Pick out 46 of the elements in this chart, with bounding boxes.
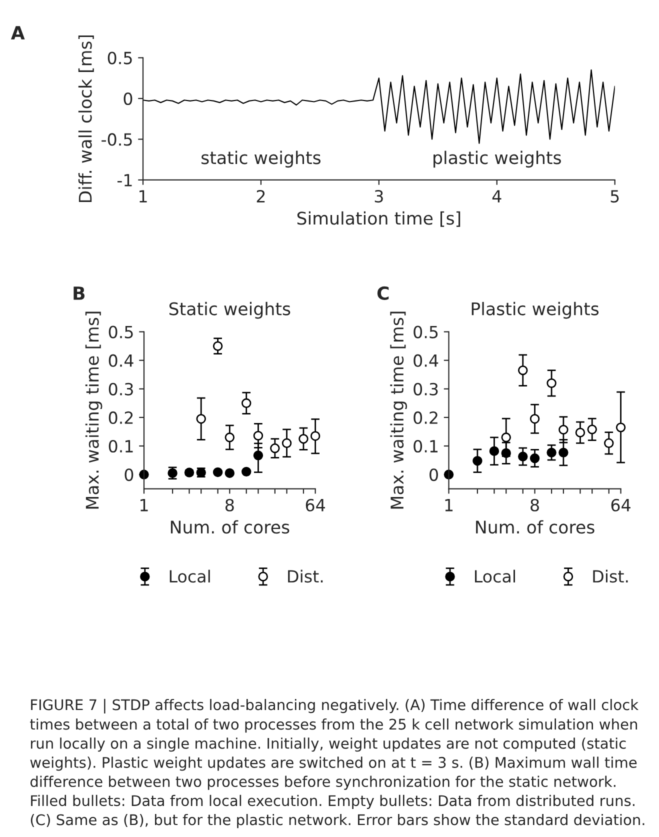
y-tick-label: -0.5	[102, 133, 132, 146]
annotation: plastic weights	[434, 150, 561, 168]
x-tick-label: 8	[225, 498, 234, 512]
y-tick-label: 0	[124, 468, 134, 482]
x-axis-title: Num. of cores	[170, 520, 290, 534]
x-tick-label: 1	[140, 499, 148, 512]
x-axis-title: Simulation time [s]	[297, 211, 460, 227]
y-tick-label: 0.5	[414, 326, 438, 338]
x-tick-label: 64	[306, 498, 325, 512]
y-tick-label: 0.4	[414, 354, 438, 367]
legend-label: Dist.	[593, 570, 628, 583]
x-tick-label: 1	[445, 499, 453, 512]
y-tick-label: 0	[124, 92, 132, 106]
y-tick-label: -1	[117, 174, 132, 186]
y-tick-label: 0.1	[108, 440, 133, 453]
y-axis-title: Max. waiting time [ms]	[390, 312, 407, 509]
text: C	[377, 286, 389, 300]
chart-title: Plastic weights	[472, 302, 599, 319]
caption: FIGURE 7 | STDP affects load-balancing negatively. (A) Time difference of wall clock times between a total of two processes from the 25 k cell network simulation when run locally on a single machine. Initially, weight updates are not computed (static weights). Plastic weight updates are switched on at t = 3 s. (B) Maximum wall time difference between two processes before synchronization for the static network. Filled bullets: Data from local execution. Empty bullets: Data from distributed runs. (C) Same as (B), but for the plastic network. Error bars show the standard deviation.	[30, 698, 644, 828]
y-tick-label: 0.5	[108, 52, 132, 64]
y-tick-label: 0.2	[414, 411, 438, 424]
x-axis-title: Num. of cores	[476, 520, 594, 534]
legend-label: Dist.	[288, 570, 323, 583]
y-tick-label: 0.3	[414, 382, 438, 396]
y-axis-title: Max. waiting time [ms]	[85, 312, 102, 509]
y-tick-label: 0.3	[108, 382, 133, 396]
x-tick-label: 8	[530, 498, 539, 512]
y-axis-title: Diff. wall clock [ms]	[78, 35, 94, 202]
text: A	[10, 26, 25, 40]
annotation: static weights	[202, 150, 320, 168]
text: B	[74, 286, 85, 300]
legend-label: Local	[170, 570, 210, 583]
x-tick-label: 3	[374, 190, 383, 203]
y-tick-label: 0.2	[108, 411, 133, 424]
x-tick-label: 4	[492, 190, 502, 202]
legend-label: Local	[474, 570, 515, 583]
x-tick-label: 2	[256, 190, 265, 202]
y-tick-label: 0	[430, 468, 438, 482]
x-tick-label: 5	[610, 190, 619, 203]
x-tick-label: 64	[611, 498, 630, 512]
y-tick-label: 0.1	[414, 440, 438, 453]
y-tick-label: 0.4	[108, 354, 134, 367]
line-series	[143, 69, 615, 144]
x-tick-label: 1	[140, 190, 147, 202]
y-tick-label: 0.5	[108, 326, 133, 338]
chart-title: Static weights	[169, 302, 290, 319]
